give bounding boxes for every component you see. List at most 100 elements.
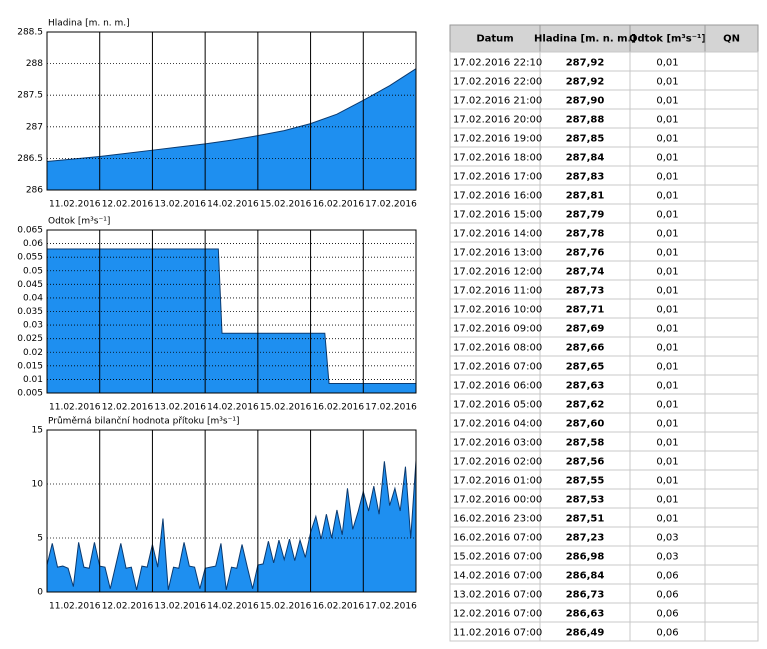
table-text: 17.02.2016 15:00 bbox=[453, 210, 542, 221]
table-text: 287,55 bbox=[566, 476, 605, 487]
table-text: 287,83 bbox=[566, 172, 605, 183]
y-tick-label: 0.05 bbox=[23, 266, 43, 276]
y-tick-label: 287.5 bbox=[17, 91, 43, 101]
x-tick-label: 17.02.2016 bbox=[365, 200, 417, 210]
header-cell: Datum bbox=[476, 34, 513, 45]
table-text: 0,01 bbox=[656, 514, 678, 525]
table-cell bbox=[704, 127, 759, 148]
y-tick-label: 0.055 bbox=[17, 253, 43, 263]
table-cell bbox=[704, 222, 759, 243]
table-text: 0,06 bbox=[656, 571, 678, 582]
table-text: 0,01 bbox=[656, 96, 678, 107]
table-text: 287,74 bbox=[566, 267, 605, 278]
y-tick-label: 5 bbox=[37, 534, 43, 544]
table-text: 17.02.2016 21:00 bbox=[453, 96, 542, 107]
table-text: 0,06 bbox=[656, 590, 678, 601]
table-text: 287,51 bbox=[566, 514, 605, 525]
table-text: 0,01 bbox=[656, 58, 678, 69]
table-text: 0,01 bbox=[656, 419, 678, 430]
table-text: 17.02.2016 02:00 bbox=[453, 457, 542, 468]
y-tick-label: 0.06 bbox=[23, 239, 43, 249]
x-tick-label: 12.02.2016 bbox=[102, 403, 154, 413]
table-text: 0,01 bbox=[656, 115, 678, 126]
table-text: 286,49 bbox=[566, 628, 605, 639]
table-text: 17.02.2016 11:00 bbox=[453, 286, 542, 297]
table-text: 17.02.2016 08:00 bbox=[453, 343, 542, 354]
y-tick-label: 286 bbox=[26, 186, 43, 196]
x-tick-label: 13.02.2016 bbox=[154, 403, 206, 413]
table-text: 0,01 bbox=[656, 248, 678, 259]
table-cell bbox=[704, 564, 759, 585]
area bbox=[47, 460, 416, 592]
table-text: 17.02.2016 05:00 bbox=[453, 400, 542, 411]
y-tick-label: 15 bbox=[32, 426, 43, 436]
table-text: 287,71 bbox=[566, 305, 605, 316]
table-text: 0,01 bbox=[656, 210, 678, 221]
area-outline bbox=[46, 68, 417, 163]
table-text: 0,01 bbox=[656, 343, 678, 354]
plot-frame bbox=[46, 429, 417, 593]
table-text: 286,73 bbox=[566, 590, 605, 601]
table-text: 15.02.2016 07:00 bbox=[453, 552, 542, 563]
table-text: 0,01 bbox=[656, 267, 678, 278]
table-text: 287,88 bbox=[566, 115, 605, 126]
table-text: 17.02.2016 12:00 bbox=[453, 267, 542, 278]
table-text: 17.02.2016 22:10 bbox=[453, 58, 542, 69]
table-text: 0,01 bbox=[656, 191, 678, 202]
table-cell bbox=[704, 317, 759, 338]
table-cell bbox=[704, 393, 759, 414]
y-tick-label: 0.02 bbox=[23, 348, 43, 358]
table-cell bbox=[704, 374, 759, 395]
table-text: 16.02.2016 07:00 bbox=[453, 533, 542, 544]
table-text: 17.02.2016 18:00 bbox=[453, 153, 542, 164]
table-text: 11.02.2016 07:00 bbox=[453, 628, 542, 639]
plot-frame bbox=[46, 229, 417, 394]
table-cell bbox=[704, 184, 759, 205]
table-text: 0,01 bbox=[656, 476, 678, 487]
table-text: 287,62 bbox=[566, 400, 605, 411]
table-text: 17.02.2016 20:00 bbox=[453, 115, 542, 126]
y-tick-label: 10 bbox=[32, 480, 44, 490]
table-text: 17.02.2016 06:00 bbox=[453, 381, 542, 392]
table-cell bbox=[704, 298, 759, 319]
table-text: 16.02.2016 23:00 bbox=[453, 514, 542, 525]
table-text: 17.02.2016 07:00 bbox=[453, 362, 542, 373]
table-text: 0,01 bbox=[656, 77, 678, 88]
table-text: 0,01 bbox=[656, 324, 678, 335]
header-cell: QN bbox=[723, 34, 740, 45]
table-text: 0,01 bbox=[656, 495, 678, 506]
table-text: 0,01 bbox=[656, 134, 678, 145]
table-text: 0,06 bbox=[656, 609, 678, 620]
x-tick-label: 13.02.2016 bbox=[154, 602, 206, 612]
table-text: 17.02.2016 09:00 bbox=[453, 324, 542, 335]
table-text: 14.02.2016 07:00 bbox=[453, 571, 542, 582]
x-tick-label: 13.02.2016 bbox=[154, 200, 206, 210]
table-text: 287,56 bbox=[566, 457, 605, 468]
table-text: 287,92 bbox=[566, 77, 605, 88]
table-text: 12.02.2016 07:00 bbox=[453, 609, 542, 620]
table-text: 17.02.2016 01:00 bbox=[453, 476, 542, 487]
table-text: 0,01 bbox=[656, 286, 678, 297]
table-text: 287,78 bbox=[566, 229, 605, 240]
table-text: 0,01 bbox=[656, 381, 678, 392]
table-text: 286,98 bbox=[566, 552, 605, 563]
x-tick-label: 17.02.2016 bbox=[365, 403, 417, 413]
table-text: 286,63 bbox=[566, 609, 605, 620]
x-tick-label: 12.02.2016 bbox=[102, 200, 154, 210]
y-tick-label: 288 bbox=[26, 59, 43, 69]
table-text: 0,01 bbox=[656, 457, 678, 468]
table-cell bbox=[704, 412, 759, 433]
table-cell bbox=[704, 203, 759, 224]
x-tick-label: 16.02.2016 bbox=[313, 403, 365, 413]
x-tick-label: 15.02.2016 bbox=[260, 200, 312, 210]
table-text: 17.02.2016 10:00 bbox=[453, 305, 542, 316]
table-text: 287,81 bbox=[566, 191, 605, 202]
table-text: 287,69 bbox=[566, 324, 605, 335]
table-text: 0,01 bbox=[656, 229, 678, 240]
table-text: 287,53 bbox=[566, 495, 605, 506]
table-text: 287,92 bbox=[566, 58, 605, 69]
table-text: 0,03 bbox=[656, 533, 678, 544]
x-tick-label: 11.02.2016 bbox=[49, 403, 101, 413]
x-tick-label: 15.02.2016 bbox=[260, 403, 312, 413]
table-cell bbox=[704, 279, 759, 300]
